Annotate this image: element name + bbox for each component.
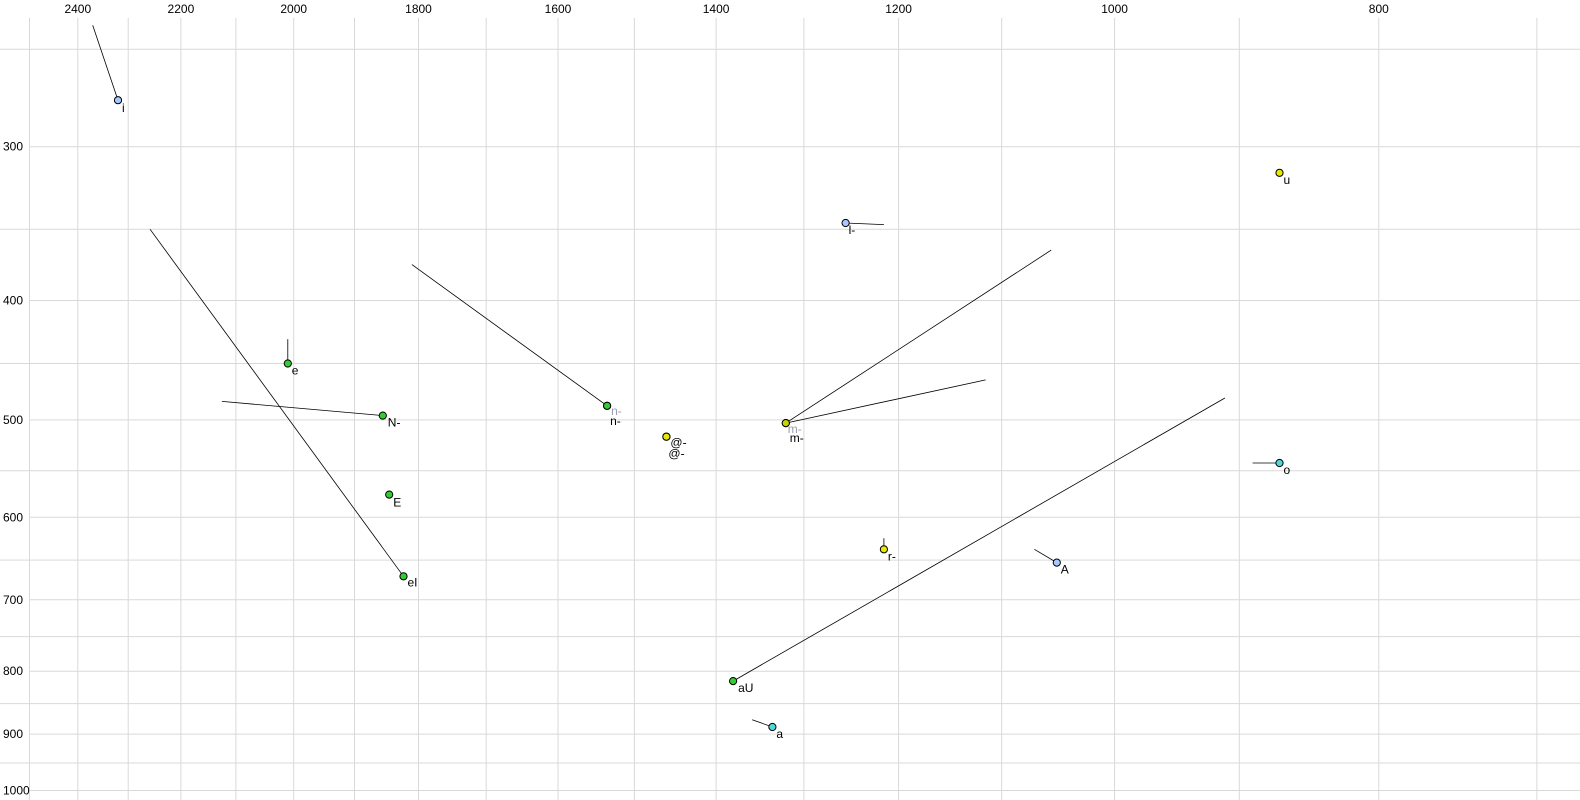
point-tail bbox=[845, 222, 884, 225]
y-tick-label: 600 bbox=[3, 510, 23, 524]
data-point bbox=[399, 572, 408, 581]
data-point bbox=[1275, 458, 1284, 468]
point-label: aU bbox=[738, 681, 753, 695]
y-tick-label: 1000 bbox=[3, 784, 30, 798]
point-label: n- bbox=[611, 404, 622, 418]
point-label: i bbox=[122, 101, 125, 115]
y-tick-label: 500 bbox=[3, 413, 23, 427]
data-point bbox=[378, 411, 387, 420]
data-point bbox=[729, 677, 738, 686]
data-point bbox=[768, 722, 777, 732]
point-tail bbox=[785, 379, 986, 424]
y-tick-label: 700 bbox=[3, 593, 23, 607]
x-tick-label: 1200 bbox=[885, 2, 912, 16]
data-point bbox=[781, 419, 790, 428]
point-label: u bbox=[1284, 173, 1291, 187]
y-tick-label: 400 bbox=[3, 294, 23, 308]
x-tick-label: 1600 bbox=[545, 2, 572, 16]
point-tail bbox=[732, 397, 1226, 682]
data-point bbox=[662, 432, 671, 441]
y-tick-label: 900 bbox=[3, 727, 23, 741]
data-point bbox=[1275, 168, 1284, 177]
y-tick-label-bg bbox=[0, 782, 29, 798]
y-tick-label-bg bbox=[0, 591, 29, 607]
y-tick-label-bg bbox=[0, 509, 29, 525]
data-point bbox=[1052, 558, 1061, 567]
data-point bbox=[879, 545, 889, 554]
y-tick-label: 300 bbox=[3, 140, 23, 154]
point-tail bbox=[1034, 548, 1058, 563]
data-point bbox=[385, 490, 394, 499]
point-label: E bbox=[393, 496, 401, 510]
point-label: m- bbox=[788, 422, 802, 436]
y-tick-label: 800 bbox=[3, 664, 23, 678]
point-label: e bbox=[292, 364, 299, 378]
point-label: l- bbox=[849, 223, 856, 237]
point-label: m- bbox=[790, 431, 804, 445]
data-point bbox=[113, 96, 123, 105]
point-label: A bbox=[1061, 563, 1069, 577]
y-tick-label-bg bbox=[0, 292, 29, 308]
y-tick-label-bg bbox=[0, 138, 29, 154]
data-point bbox=[603, 401, 612, 410]
point-label: r- bbox=[888, 549, 896, 563]
y-tick-label-bg bbox=[0, 663, 29, 679]
point-tail bbox=[149, 228, 404, 577]
point-tail bbox=[785, 249, 1052, 424]
x-tick-label: 2000 bbox=[280, 2, 307, 16]
point-tail bbox=[411, 264, 608, 407]
y-tick-label-bg bbox=[0, 726, 29, 742]
point-tail bbox=[221, 401, 383, 416]
x-tick-label: 2400 bbox=[64, 2, 91, 16]
point-label: o bbox=[1284, 463, 1291, 477]
point-label: N- bbox=[388, 416, 401, 430]
data-point bbox=[841, 218, 850, 228]
point-label: eI bbox=[408, 575, 418, 589]
x-tick-label: 1000 bbox=[1101, 2, 1128, 16]
point-label: n- bbox=[610, 414, 621, 428]
x-tick-label: 1800 bbox=[405, 2, 432, 16]
data-point bbox=[283, 359, 292, 368]
x-tick-label: 800 bbox=[1369, 2, 1389, 16]
x-tick-label: 2200 bbox=[168, 2, 195, 16]
point-tail bbox=[92, 25, 119, 101]
point-label: a bbox=[776, 727, 783, 741]
point-label: @- bbox=[670, 436, 686, 450]
point-label: @- bbox=[668, 447, 684, 461]
y-tick-label-bg bbox=[0, 411, 29, 427]
x-tick-label: 1400 bbox=[703, 2, 730, 16]
